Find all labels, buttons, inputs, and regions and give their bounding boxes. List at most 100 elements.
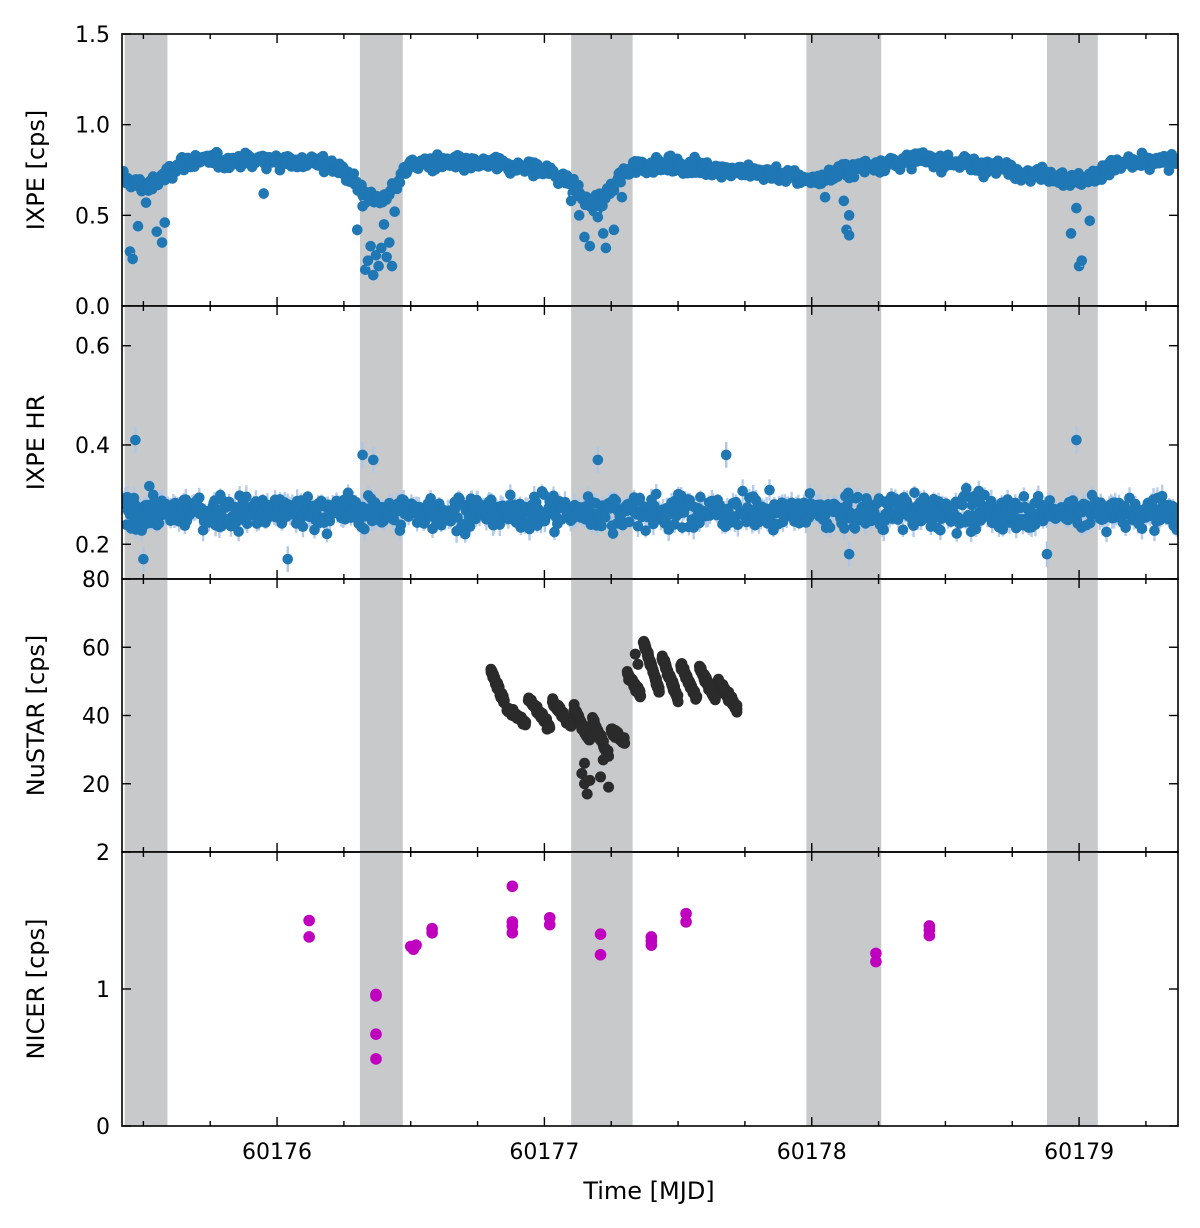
data-point bbox=[852, 491, 864, 503]
data-point bbox=[1071, 202, 1082, 214]
data-point bbox=[1041, 548, 1053, 560]
data-point bbox=[573, 210, 585, 221]
data-point bbox=[357, 200, 368, 212]
shaded-interval-4 bbox=[806, 579, 882, 852]
data-point bbox=[695, 491, 706, 503]
y-axis-label: IXPE HR bbox=[22, 395, 50, 491]
data-point bbox=[819, 191, 831, 203]
shaded-interval-2 bbox=[359, 579, 403, 852]
markers bbox=[485, 635, 743, 762]
data-point bbox=[127, 253, 138, 265]
data-point bbox=[843, 210, 855, 221]
y-tick-label: 1.0 bbox=[75, 114, 110, 139]
data-points-ixpe_rate bbox=[122, 146, 1178, 282]
data-point bbox=[193, 492, 205, 503]
data-point bbox=[1136, 523, 1148, 534]
data-point bbox=[359, 264, 371, 276]
y-tick-label: 1.5 bbox=[75, 23, 110, 48]
data-point bbox=[140, 197, 152, 208]
data-point bbox=[838, 195, 850, 207]
data-point bbox=[348, 168, 360, 179]
data-point bbox=[610, 495, 622, 506]
data-point bbox=[381, 251, 392, 263]
data-point bbox=[737, 485, 748, 497]
data-point bbox=[608, 224, 620, 236]
data-point bbox=[584, 240, 596, 252]
data-point bbox=[1156, 490, 1168, 502]
y-tick-label: 0.0 bbox=[75, 295, 110, 320]
data-point bbox=[1084, 215, 1096, 227]
data-point bbox=[839, 523, 850, 534]
data-point bbox=[555, 514, 567, 526]
data-point bbox=[597, 228, 609, 239]
data-point bbox=[156, 237, 168, 248]
data-point bbox=[376, 242, 387, 254]
data-point bbox=[425, 493, 436, 504]
data-point bbox=[1071, 434, 1082, 446]
data-point bbox=[370, 249, 382, 261]
data-point bbox=[386, 260, 398, 272]
y-tick-label: 0.4 bbox=[75, 434, 110, 459]
data-point bbox=[258, 188, 269, 199]
shaded-interval-2 bbox=[359, 306, 403, 579]
data-point bbox=[565, 195, 577, 207]
data-point bbox=[241, 491, 252, 503]
data-point bbox=[351, 224, 363, 236]
data-point bbox=[1018, 491, 1030, 502]
data-point bbox=[394, 177, 406, 188]
y-tick-label: 0.2 bbox=[75, 533, 110, 558]
markers bbox=[122, 146, 1178, 217]
data-point bbox=[624, 516, 635, 528]
data-point bbox=[592, 211, 604, 223]
data-point bbox=[494, 519, 506, 530]
data-point bbox=[233, 526, 244, 537]
data-point bbox=[1096, 174, 1107, 185]
data-point bbox=[616, 191, 628, 203]
data-point bbox=[650, 488, 662, 500]
data-point bbox=[362, 255, 374, 266]
data-point bbox=[1044, 495, 1056, 506]
data-point bbox=[804, 488, 816, 499]
markers bbox=[122, 480, 1178, 540]
data-point bbox=[378, 219, 390, 230]
data-point bbox=[365, 240, 376, 252]
data-point bbox=[979, 489, 990, 501]
data-point bbox=[897, 524, 909, 536]
data-point bbox=[505, 489, 516, 501]
data-point bbox=[368, 454, 379, 466]
data-point bbox=[151, 226, 163, 237]
data-point bbox=[640, 525, 651, 536]
data-point bbox=[309, 524, 320, 536]
data-point bbox=[282, 553, 294, 565]
data-point bbox=[957, 499, 968, 511]
data-point bbox=[951, 528, 963, 539]
data-point bbox=[464, 521, 476, 532]
y-axis-label: IXPE [cps] bbox=[22, 110, 50, 230]
data-point bbox=[1172, 507, 1178, 519]
data-point bbox=[731, 499, 743, 511]
data-point bbox=[878, 524, 890, 535]
data-point bbox=[197, 525, 209, 536]
data-point bbox=[596, 520, 607, 532]
data-point bbox=[395, 519, 407, 531]
data-point bbox=[359, 523, 370, 535]
data-point bbox=[153, 518, 165, 529]
data-point bbox=[1149, 525, 1160, 536]
y-tick-label: 0.5 bbox=[75, 204, 110, 229]
data-point bbox=[132, 220, 144, 232]
data-point bbox=[459, 528, 471, 540]
data-point bbox=[600, 511, 611, 523]
data-point bbox=[1163, 165, 1175, 176]
data-points-ixpe_hr bbox=[122, 427, 1178, 573]
data-point bbox=[592, 454, 604, 466]
data-point bbox=[1172, 157, 1178, 168]
panel-ixpe_rate: 0.0 0.5 1.0 1.5 IXPE [cps] bbox=[22, 23, 1179, 320]
data-point bbox=[579, 231, 590, 243]
data-point bbox=[607, 528, 619, 539]
data-point bbox=[389, 206, 400, 218]
data-point bbox=[384, 237, 395, 248]
data-point bbox=[130, 434, 141, 446]
data-point bbox=[940, 498, 952, 510]
shaded-interval-1 bbox=[124, 579, 168, 852]
